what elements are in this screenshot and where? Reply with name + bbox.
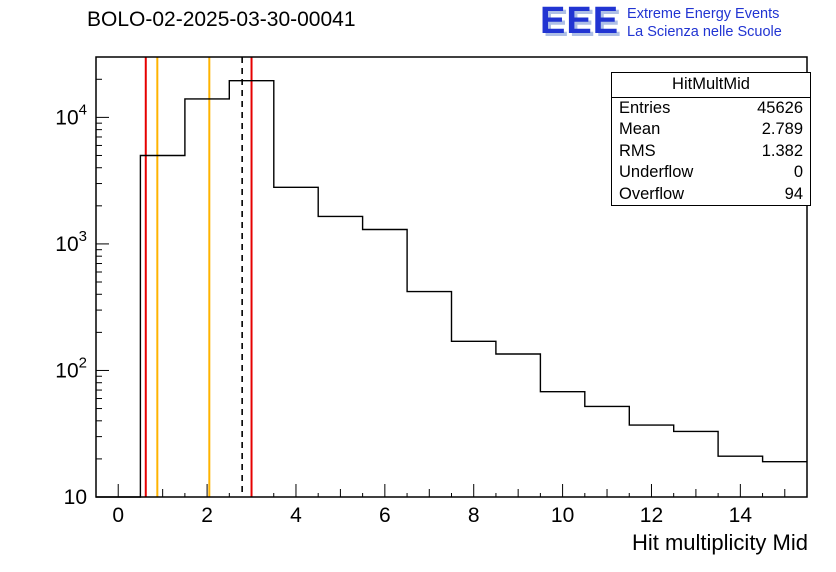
x-tick-label: 12 bbox=[640, 504, 663, 527]
x-tick-label: 14 bbox=[729, 504, 753, 527]
stats-label: Underflow bbox=[619, 163, 694, 182]
axis-ticks bbox=[95, 56, 808, 498]
eee-logo: EEE Extreme Energy Events La Scienza nel… bbox=[540, 0, 782, 42]
stats-value: 1.382 bbox=[761, 141, 803, 160]
stats-label: Mean bbox=[619, 120, 661, 139]
stats-value: 45626 bbox=[757, 98, 803, 117]
stats-value: 94 bbox=[784, 184, 803, 203]
x-tick-label: 6 bbox=[379, 504, 391, 527]
stats-label: Overflow bbox=[619, 184, 685, 203]
plot-title: BOLO-02-2025-03-30-00041 bbox=[87, 8, 356, 31]
axis-tick-labels: 0 2 4 6 8 10 12 14 10 102 103 104 bbox=[55, 101, 752, 527]
x-tick-label: 0 bbox=[112, 504, 124, 527]
marker-lines bbox=[144, 57, 253, 497]
eee-logo-acronym: EEE bbox=[540, 0, 620, 42]
y-tick-label: 104 bbox=[55, 101, 87, 129]
stats-label: RMS bbox=[619, 141, 656, 160]
histogram-series bbox=[96, 80, 807, 498]
plot-frame bbox=[95, 56, 808, 498]
x-tick-label: 4 bbox=[290, 504, 302, 527]
stats-label: Entries bbox=[619, 98, 671, 117]
stats-row-rms: RMS 1.382 bbox=[612, 141, 810, 163]
x-axis-title: Hit multiplicity Mid bbox=[631, 530, 808, 555]
y-tick-label: 103 bbox=[55, 228, 87, 256]
eee-logo-text: Extreme Energy Events La Scienza nelle S… bbox=[627, 5, 782, 41]
y-tick-label: 10 bbox=[64, 486, 87, 509]
eee-logo-line2: La Scienza nelle Scuole bbox=[627, 24, 782, 41]
x-tick-label: 10 bbox=[551, 504, 574, 527]
stats-row-mean: Mean 2.789 bbox=[612, 119, 810, 141]
stats-row-underflow: Underflow 0 bbox=[612, 162, 810, 184]
stats-row-entries: Entries 45626 bbox=[612, 98, 810, 120]
eee-logo-line1: Extreme Energy Events bbox=[627, 6, 780, 22]
x-tick-label: 8 bbox=[468, 504, 480, 527]
stats-box: HitMultMid Entries 45626 Mean 2.789 RMS … bbox=[611, 72, 811, 207]
stats-box-title: HitMultMid bbox=[612, 73, 810, 98]
stats-value: 2.789 bbox=[761, 120, 803, 139]
stats-value: 0 bbox=[793, 163, 803, 182]
stats-row-overflow: Overflow 94 bbox=[612, 184, 810, 206]
x-tick-label: 2 bbox=[201, 504, 213, 527]
histogram-line bbox=[96, 80, 807, 498]
y-tick-label: 102 bbox=[55, 354, 87, 382]
